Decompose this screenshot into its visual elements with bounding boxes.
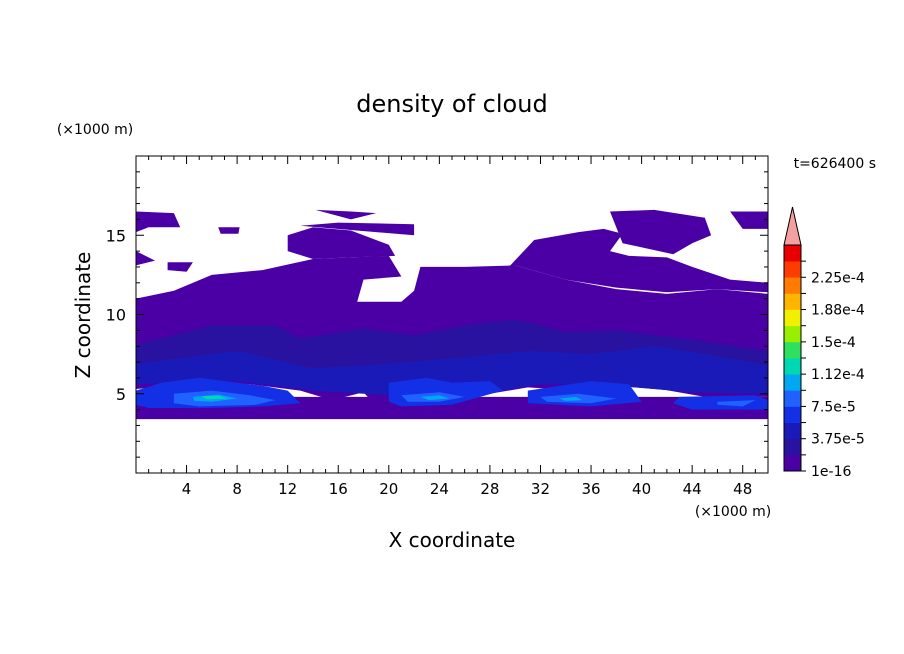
- x-tick-label: 44: [683, 480, 702, 498]
- x-tick-label: 32: [531, 480, 550, 498]
- y-unit-label: (×1000 m): [57, 122, 133, 138]
- contour-region-21: [717, 400, 756, 407]
- contour-region-11: [315, 209, 377, 220]
- x-tick-label: 16: [329, 480, 348, 498]
- x-tick-label: 24: [430, 480, 449, 498]
- colorbar-label: 1.88e-4: [811, 303, 865, 319]
- contour-region-25: [201, 395, 227, 400]
- colorbar-swatch: [784, 309, 801, 327]
- contour-region-8: [136, 251, 155, 266]
- colorbar-swatch: [784, 277, 801, 294]
- colorbar-swatch: [784, 422, 801, 440]
- x-tick-label: 8: [232, 480, 242, 498]
- colorbar-swatch: [784, 438, 801, 456]
- contour-region-10: [218, 227, 240, 234]
- x-tick-label: 28: [480, 480, 499, 498]
- colorbar: 1e-16 3.75e-5 7.5e-5 1.12e-4 1.5e-4 1.88e-4 2.…: [783, 206, 865, 480]
- contour-region-4: [508, 228, 768, 293]
- colorbar-swatch: [784, 261, 801, 278]
- x-tick-label: 4: [182, 480, 192, 498]
- y-axis: 5 10 15: [106, 171, 768, 458]
- x-axis: 4 8 12 16 20 24 28 32 36 40 44 48: [148, 156, 756, 498]
- contour-region-23: [420, 395, 450, 401]
- colorbar-swatch: [784, 390, 801, 407]
- contour-region-9: [167, 262, 193, 272]
- x-axis-label: X coordinate: [389, 528, 516, 552]
- colorbar-swatch: [784, 341, 801, 359]
- y-tick-label: 10: [106, 306, 126, 325]
- contour-region-6: [730, 211, 768, 229]
- x-tick-label: 40: [632, 480, 651, 498]
- y-axis-label: Z coordinate: [71, 252, 95, 379]
- colorbar-label: 7.5e-5: [811, 399, 856, 415]
- chart-title: density of cloud: [356, 90, 547, 118]
- contour-region-3: [287, 227, 396, 259]
- contour-fills: [136, 209, 768, 420]
- colorbar-swatch: [784, 325, 801, 343]
- colorbar-swatch: [784, 245, 801, 262]
- contour-region-5: [610, 209, 712, 255]
- y-tick-label: 5: [116, 385, 126, 404]
- colorbar-label: 1.5e-4: [811, 335, 856, 351]
- colorbar-swatch: [784, 454, 801, 472]
- colorbar-label: 3.75e-5: [811, 432, 865, 448]
- colorbar-swatch: [784, 406, 801, 423]
- x-tick-label: 20: [379, 480, 398, 498]
- colorbar-label: 1.12e-4: [811, 367, 865, 383]
- contour-region-7: [136, 211, 181, 233]
- colorbar-label: 1e-16: [811, 464, 851, 480]
- x-tick-label: 12: [278, 480, 297, 498]
- colorbar-extend-arrow: [783, 206, 802, 246]
- colorbar-swatch: [784, 374, 801, 391]
- y-tick-label: 15: [106, 226, 126, 245]
- time-label: t=626400 s: [794, 156, 876, 172]
- x-tick-label: 48: [733, 480, 752, 498]
- contour-region-2: [300, 222, 415, 236]
- colorbar-swatch: [784, 293, 801, 310]
- colorbar-swatch: [784, 358, 801, 375]
- colorbar-label: 2.25e-4: [811, 270, 865, 286]
- contour-region-24: [559, 396, 583, 401]
- x-tick-label: 36: [581, 480, 600, 498]
- x-unit-label: (×1000 m): [695, 504, 771, 520]
